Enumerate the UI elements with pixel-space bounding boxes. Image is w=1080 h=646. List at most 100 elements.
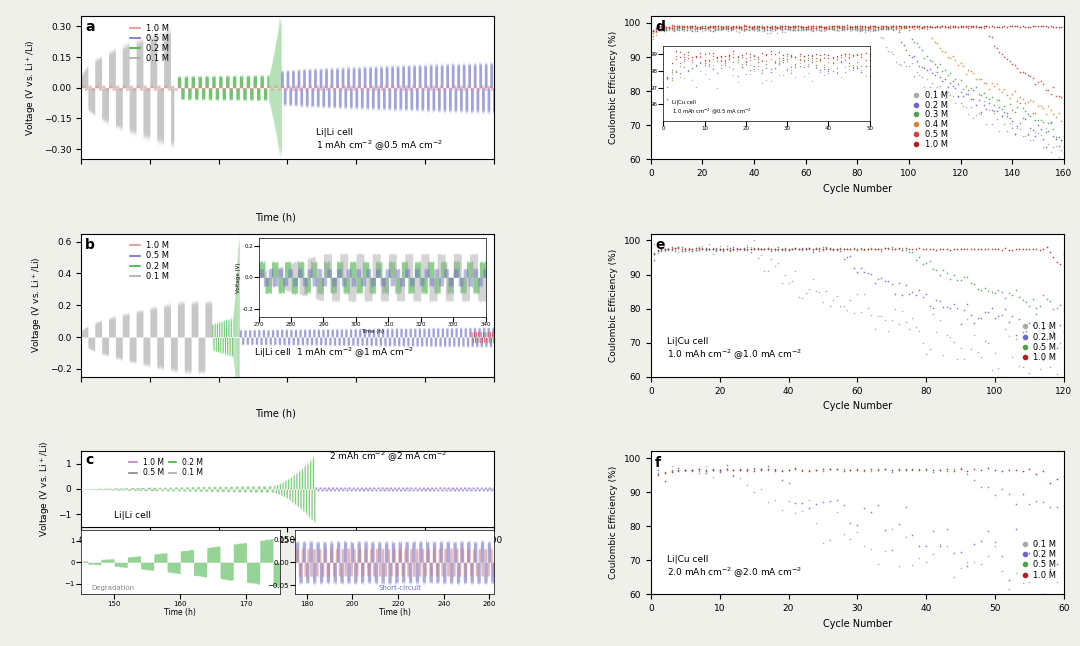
1.0 M — [733, 245, 746, 253]
0.1 M — [727, 471, 740, 479]
0.1 M — [1052, 153, 1065, 161]
0.1 M — [788, 508, 801, 516]
0.2 M — [1051, 344, 1064, 351]
0.2 M — [814, 23, 827, 31]
0.2 M — [878, 277, 891, 285]
0.1 M — [1057, 358, 1070, 366]
0.1 M — [1037, 590, 1050, 598]
0.5 M — [1051, 504, 1064, 512]
Line: 1.0 M: 1.0 M — [652, 25, 1065, 32]
0.1 M — [775, 506, 788, 514]
Line: 0.5 M: 0.5 M — [657, 467, 1065, 508]
1.0 M — [665, 21, 678, 29]
1.0 M — [1043, 479, 1056, 487]
0.2 M — [733, 245, 746, 253]
0.5 M — [672, 243, 685, 251]
1.0 M — [1047, 253, 1059, 260]
0.5 M — [1039, 86, 1052, 94]
0.5 M — [933, 271, 946, 279]
Legend: 1.0 M, 0.5 M, 0.2 M, 0.1 M: 1.0 M, 0.5 M, 0.2 M, 0.1 M — [126, 238, 173, 284]
Text: Time (h): Time (h) — [255, 213, 296, 223]
0.2 M — [788, 499, 801, 506]
0.2 M — [933, 298, 946, 306]
0.2 M — [1042, 127, 1055, 135]
1.0 M — [768, 466, 781, 474]
Text: Degradation: Degradation — [91, 585, 134, 592]
0.2 M — [820, 243, 833, 251]
0.4 M — [764, 24, 777, 32]
0.4 M — [807, 23, 820, 30]
0.5 M — [738, 246, 751, 254]
0.2 M — [916, 63, 929, 70]
0.5 M — [877, 23, 890, 31]
0.5 M — [648, 249, 661, 257]
Y-axis label: Voltage (V vs. Li$^+$/Li): Voltage (V vs. Li$^+$/Li) — [30, 257, 44, 353]
Text: 2 mAh cm$^{-2}$ @2 mA cm$^{-2}$: 2 mAh cm$^{-2}$ @2 mA cm$^{-2}$ — [328, 450, 447, 464]
Text: Li|Cu cell
2.0 mAh cm$^{-2}$ @2.0 mA cm$^{-2}$: Li|Cu cell 2.0 mAh cm$^{-2}$ @2.0 mA cm$… — [667, 555, 802, 580]
1.0 M — [875, 245, 888, 253]
0.1 M — [878, 317, 891, 324]
Line: 0.5 M: 0.5 M — [652, 25, 1065, 104]
Y-axis label: Voltage (V vs. Li$^+$/Li): Voltage (V vs. Li$^+$/Li) — [39, 441, 53, 537]
Text: Li|Cu cell
1.0 mAh cm$^{-2}$ @1.0 mA cm$^{-2}$: Li|Cu cell 1.0 mAh cm$^{-2}$ @1.0 mA cm$… — [667, 337, 802, 362]
1.0 M — [982, 464, 995, 472]
0.4 M — [877, 23, 890, 31]
Y-axis label: Coulombic Efficiency (%): Coulombic Efficiency (%) — [609, 31, 619, 144]
1.0 M — [1039, 23, 1052, 30]
1.0 M — [971, 245, 984, 253]
0.3 M — [766, 24, 779, 32]
Y-axis label: Coulombic Efficiency (%): Coulombic Efficiency (%) — [609, 249, 619, 362]
1.0 M — [1057, 22, 1070, 30]
0.5 M — [761, 244, 774, 252]
0.5 M — [651, 469, 664, 477]
0.2 M — [775, 476, 788, 484]
1.0 M — [758, 245, 771, 253]
Legend: 0.1 M, 0.2 M, 0.5 M, 1.0 M: 0.1 M, 0.2 M, 0.5 M, 1.0 M — [1020, 319, 1059, 366]
0.5 M — [1057, 307, 1070, 315]
Line: 0.1 M: 0.1 M — [657, 465, 1065, 595]
0.2 M — [651, 466, 664, 474]
0.5 M — [738, 21, 751, 29]
Text: Short-circuit: Short-circuit — [379, 585, 422, 592]
0.5 M — [954, 464, 967, 472]
Text: Li|Li cell
1 mAh cm$^{-2}$ @0.5 mA cm$^{-2}$: Li|Li cell 1 mAh cm$^{-2}$ @0.5 mA cm$^{… — [316, 128, 443, 153]
Y-axis label: Coulombic Efficiency (%): Coulombic Efficiency (%) — [609, 466, 619, 579]
1.0 M — [766, 23, 779, 30]
0.5 M — [755, 466, 768, 474]
0.2 M — [1057, 132, 1070, 140]
Line: 0.2 M: 0.2 M — [657, 464, 1065, 595]
0.2 M — [727, 472, 740, 480]
0.4 M — [916, 24, 929, 32]
0.3 M — [647, 32, 660, 39]
0.5 M — [647, 27, 660, 35]
1.0 M — [1054, 260, 1067, 268]
0.1 M — [975, 353, 988, 361]
0.5 M — [916, 25, 929, 32]
0.2 M — [796, 499, 809, 506]
0.1 M — [700, 462, 713, 470]
X-axis label: Cycle Number: Cycle Number — [823, 619, 892, 629]
0.2 M — [877, 25, 890, 33]
1.0 M — [647, 27, 660, 35]
0.2 M — [758, 245, 771, 253]
1.0 M — [906, 466, 919, 474]
Line: 0.1 M: 0.1 M — [652, 25, 1065, 158]
Line: 0.3 M: 0.3 M — [652, 26, 1065, 141]
0.5 M — [720, 465, 733, 473]
0.5 M — [730, 23, 743, 31]
1.0 M — [648, 250, 661, 258]
0.1 M — [1039, 124, 1052, 132]
Text: d: d — [654, 21, 665, 34]
Legend: 0.1 M, 0.2 M, 0.3 M, 0.4 M, 0.5 M, 1.0 M: 0.1 M, 0.2 M, 0.3 M, 0.4 M, 0.5 M, 1.0 M — [912, 87, 951, 152]
0.2 M — [1047, 329, 1059, 337]
X-axis label: Cycle Number: Cycle Number — [823, 401, 892, 411]
0.5 M — [788, 464, 801, 472]
0.4 M — [1039, 110, 1052, 118]
1.0 M — [1040, 244, 1053, 251]
0.1 M — [733, 245, 746, 253]
1.0 M — [720, 466, 733, 474]
0.3 M — [732, 24, 745, 32]
0.3 M — [1055, 136, 1068, 144]
0.1 M — [647, 35, 660, 43]
1.0 M — [651, 471, 664, 479]
